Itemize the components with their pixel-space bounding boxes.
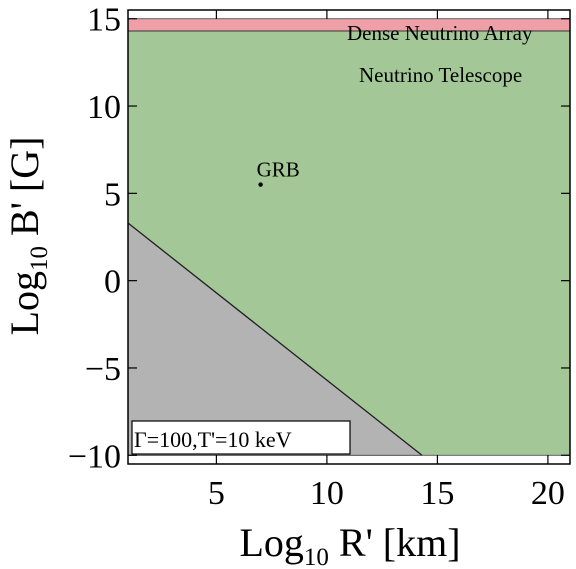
x-tick-label-0: 5 — [208, 475, 225, 512]
x-tick-label-3: 20 — [531, 475, 565, 512]
y-tick-label-4: 10 — [87, 89, 121, 126]
annotation-box — [131, 420, 351, 455]
boundary-line — [127, 222, 423, 456]
x-tick-label-2: 15 — [420, 475, 454, 512]
dense-neutrino-array-label: Dense Neutrino Array — [347, 21, 533, 45]
annotation-text: Γ=100,T'=10 keV — [134, 427, 292, 452]
y-tick-label-3: 5 — [104, 176, 121, 213]
y-tick-label-5: 15 — [87, 2, 121, 39]
y-axis-title: Log10 B' [G] — [2, 137, 53, 336]
plot-frame — [127, 9, 571, 465]
grb-label: GRB — [257, 158, 300, 182]
grb-point — [258, 182, 263, 187]
y-tick-label-2: 0 — [104, 264, 121, 301]
y-tick-label-0: −10 — [68, 438, 121, 475]
ticks-layer: 5 10 15 20 −10 −5 0 5 10 15 — [68, 2, 570, 512]
x-tick-label-1: 10 — [310, 475, 344, 512]
neutrino-telescope-label: Neutrino Telescope — [359, 63, 522, 87]
x-axis-title: Log10 R' [km] — [239, 520, 460, 569]
y-tick-label-1: −5 — [85, 351, 121, 388]
